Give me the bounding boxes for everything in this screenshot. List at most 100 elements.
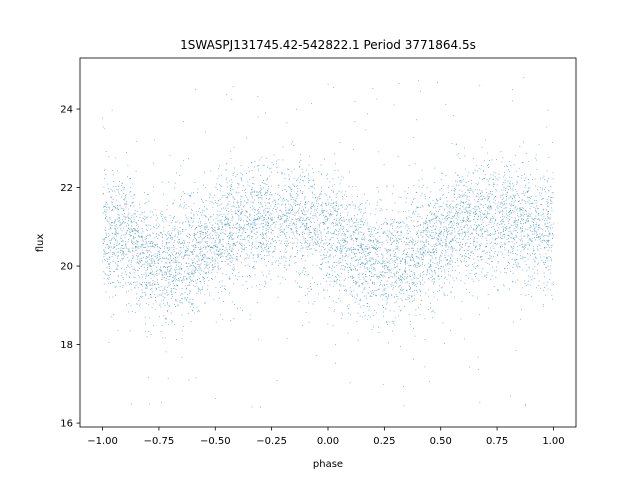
data-point	[294, 215, 296, 216]
data-point	[507, 251, 509, 253]
data-point	[450, 221, 451, 223]
data-point	[478, 280, 480, 282]
data-point	[445, 246, 447, 248]
data-point	[326, 211, 328, 212]
data-point	[283, 220, 285, 222]
data-point	[141, 265, 143, 267]
data-point	[149, 250, 150, 252]
data-point	[514, 196, 515, 198]
data-point	[476, 232, 478, 234]
data-point	[179, 205, 180, 207]
data-point	[513, 201, 515, 203]
data-point	[435, 257, 437, 258]
data-point	[356, 214, 358, 216]
data-point	[131, 217, 133, 219]
data-point	[404, 269, 406, 271]
data-point	[427, 243, 429, 245]
data-point	[318, 195, 320, 197]
data-point	[454, 249, 456, 251]
data-point	[391, 228, 393, 229]
data-point	[286, 218, 287, 220]
data-point	[113, 222, 115, 224]
data-point	[306, 246, 308, 248]
data-point	[130, 263, 132, 265]
data-point	[396, 296, 397, 298]
data-point	[460, 219, 462, 221]
data-point	[453, 247, 455, 249]
data-point	[232, 175, 234, 176]
data-point	[315, 233, 317, 235]
data-point	[238, 276, 240, 278]
data-point	[398, 277, 399, 279]
data-point	[438, 241, 440, 243]
data-point	[164, 247, 165, 249]
data-point	[234, 268, 235, 270]
data-point	[272, 250, 274, 252]
data-point	[483, 214, 485, 216]
data-point	[477, 170, 479, 172]
data-point	[469, 207, 471, 208]
data-point	[442, 214, 444, 216]
data-point	[286, 232, 288, 233]
data-point	[237, 187, 239, 189]
data-point	[535, 226, 537, 228]
data-point	[527, 275, 529, 277]
data-point	[359, 246, 361, 248]
data-point	[116, 240, 118, 242]
data-point	[384, 263, 386, 265]
data-point	[232, 238, 234, 240]
data-point	[409, 257, 411, 259]
data-point	[420, 224, 421, 225]
data-point	[495, 219, 497, 221]
data-point	[128, 303, 130, 305]
data-point	[412, 248, 414, 249]
data-point	[434, 246, 436, 247]
data-point	[252, 183, 254, 184]
data-point	[208, 271, 209, 273]
data-point	[381, 272, 383, 273]
data-point	[520, 231, 522, 233]
data-point	[356, 281, 358, 283]
data-point	[343, 279, 345, 281]
data-point	[170, 235, 171, 236]
data-point	[391, 218, 393, 220]
data-point	[441, 218, 443, 220]
data-point	[159, 248, 161, 249]
data-point	[256, 231, 258, 233]
data-point	[463, 208, 465, 210]
data-point	[500, 194, 502, 196]
data-point	[532, 179, 533, 180]
data-point	[318, 242, 320, 244]
data-point	[258, 246, 259, 247]
data-point	[324, 223, 326, 225]
data-point	[184, 193, 185, 194]
data-point	[403, 241, 405, 243]
data-point	[518, 200, 520, 202]
data-point	[393, 321, 395, 322]
data-point	[240, 195, 242, 197]
data-point	[345, 247, 346, 248]
chart-title: 1SWASPJ131745.42-542822.1 Period 3771864…	[180, 38, 476, 52]
data-point	[337, 223, 339, 225]
data-point	[487, 213, 489, 215]
data-point	[180, 269, 182, 270]
data-point	[356, 220, 357, 222]
data-point	[479, 84, 481, 86]
data-point	[161, 245, 163, 247]
data-point	[390, 284, 392, 285]
data-point	[269, 194, 271, 196]
data-point	[394, 281, 396, 283]
data-point	[428, 251, 430, 253]
data-point	[369, 271, 371, 273]
data-point	[198, 288, 200, 290]
data-point	[465, 182, 467, 184]
data-point	[120, 252, 121, 254]
data-point	[212, 260, 213, 262]
data-point	[224, 288, 225, 289]
data-point	[373, 273, 375, 275]
data-point	[176, 264, 177, 266]
data-point	[357, 233, 359, 235]
data-point	[497, 251, 499, 253]
data-point	[183, 160, 184, 162]
data-point	[361, 232, 363, 233]
